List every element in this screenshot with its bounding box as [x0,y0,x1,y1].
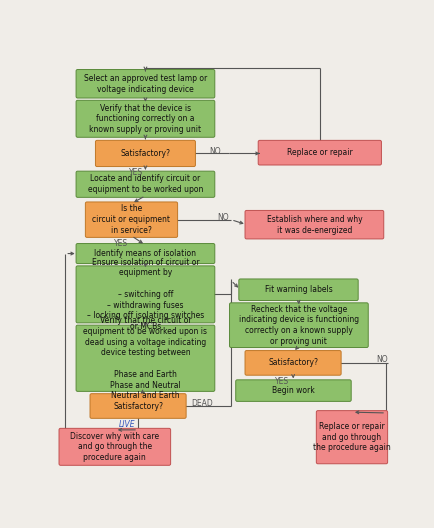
FancyBboxPatch shape [76,171,214,197]
Text: Identify means of isolation: Identify means of isolation [94,249,196,258]
FancyBboxPatch shape [258,140,381,165]
Text: Fit warning labels: Fit warning labels [264,285,332,294]
Text: Satisfactory?: Satisfactory? [113,401,163,410]
Text: Select an approved test lamp or
voltage indicating device: Select an approved test lamp or voltage … [84,74,207,93]
FancyBboxPatch shape [90,394,186,418]
FancyBboxPatch shape [76,70,214,98]
FancyBboxPatch shape [85,202,177,238]
FancyBboxPatch shape [244,211,383,239]
Text: YES: YES [275,377,289,386]
Text: Verify that the device is
functioning correctly on a
known supply or proving uni: Verify that the device is functioning co… [89,103,201,134]
Text: Discover why with care
and go through the
procedure again: Discover why with care and go through th… [70,431,159,462]
Text: Satisfactory?: Satisfactory? [267,359,317,367]
FancyBboxPatch shape [238,279,357,300]
FancyBboxPatch shape [76,243,214,263]
Text: NO: NO [375,354,387,364]
Text: NO: NO [208,147,220,156]
FancyBboxPatch shape [76,266,214,323]
Text: LIVE: LIVE [118,420,135,429]
Text: Replace or repair: Replace or repair [286,148,352,157]
Text: Ensure isolation of circuit or
equipment by

– switching off
– withdrawing fuses: Ensure isolation of circuit or equipment… [87,258,204,331]
Text: Establish where and why
it was de-energized: Establish where and why it was de-energi… [266,215,362,234]
FancyBboxPatch shape [59,428,170,465]
Text: Is the
circuit or equipment
in service?: Is the circuit or equipment in service? [92,204,170,235]
FancyBboxPatch shape [76,100,214,137]
FancyBboxPatch shape [76,325,214,391]
Text: YES: YES [113,239,128,248]
FancyBboxPatch shape [235,380,350,401]
Text: Verify that the circuit or
equipment to be worked upon is
dead using a voltage i: Verify that the circuit or equipment to … [83,316,207,400]
Text: Recheck that the voltage
indicating device is functioning
correctly on a known s: Recheck that the voltage indicating devi… [238,305,358,346]
FancyBboxPatch shape [95,140,195,166]
Text: Satisfactory?: Satisfactory? [120,149,170,158]
FancyBboxPatch shape [244,351,340,375]
Text: Begin work: Begin work [271,386,314,395]
Text: Locate and identify circuit or
equipment to be worked upon: Locate and identify circuit or equipment… [88,174,203,194]
Text: DEAD: DEAD [191,399,212,408]
Text: YES: YES [129,168,143,177]
FancyBboxPatch shape [316,411,387,464]
Text: NO: NO [217,213,229,222]
FancyBboxPatch shape [229,303,368,347]
Text: Replace or repair
and go through
the procedure again: Replace or repair and go through the pro… [312,422,390,452]
